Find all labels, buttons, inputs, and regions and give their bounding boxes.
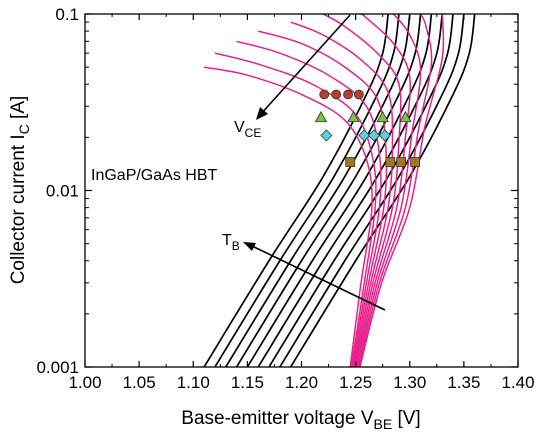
black-curve-2 — [214, 14, 400, 367]
y-axis-title-main: Collector current I — [8, 134, 29, 284]
diamond-marker-4 — [378, 129, 391, 142]
tb-sub: B — [232, 239, 240, 253]
x-tick-label-4: 1.15 — [231, 373, 264, 392]
tb-label: TB — [222, 232, 240, 253]
x-tick-label-8: 1.35 — [447, 373, 480, 392]
magenta-curve-9 — [358, 14, 433, 367]
x-tick-label-2: 1.05 — [123, 373, 156, 392]
x-axis-title-main: Base-emitter voltage V — [181, 408, 374, 429]
y-tick-label-2: 0.01 — [46, 182, 79, 201]
black-curve-group — [203, 14, 476, 367]
x-tick-label-1: 1.00 — [68, 373, 101, 392]
black-curve-9 — [289, 14, 476, 367]
triangle-marker-2 — [347, 110, 360, 123]
y-axis: 0.001 0.01 0.1 — [36, 5, 518, 377]
marker-group — [314, 89, 421, 167]
y-axis-title: Collector current IC [A] — [8, 96, 32, 285]
magenta-curve-8 — [357, 14, 422, 367]
magenta-curve-10 — [359, 14, 445, 367]
magenta-curve-1 — [203, 66, 373, 367]
triangle-marker-1 — [314, 110, 328, 123]
black-curve-8 — [279, 14, 465, 367]
black-curve-6 — [257, 14, 444, 367]
x-tick-label-3: 1.10 — [177, 373, 210, 392]
y-tick-label-1: 0.001 — [36, 358, 79, 377]
black-curve-3 — [224, 14, 411, 367]
circle-marker-2 — [331, 89, 342, 100]
y-tick-label-3: 0.1 — [55, 5, 79, 24]
diamond-marker-2 — [358, 129, 371, 142]
device-label: InGaP/GaAs HBT — [91, 167, 217, 184]
x-tick-label-6: 1.25 — [339, 373, 372, 392]
square-marker-2 — [385, 157, 396, 167]
square-marker-1 — [345, 157, 356, 167]
x-axis-title: Base-emitter voltage VBE [V] — [181, 408, 420, 432]
y-axis-title-unit: [A] — [8, 96, 29, 125]
triangle-marker-4 — [399, 110, 412, 123]
black-curve-4 — [235, 14, 422, 367]
x-axis: 1.00 1.05 1.10 1.15 1.20 1.25 1.30 1.35 1.40 — [68, 14, 535, 392]
vce-label: VCE — [234, 119, 261, 140]
black-curve-7 — [268, 14, 454, 367]
magenta-curve-3 — [236, 40, 382, 367]
tb-main: T — [222, 232, 232, 249]
x-axis-title-unit: [V] — [392, 408, 421, 429]
x-tick-label-9: 1.40 — [501, 373, 534, 392]
tb-arrow — [243, 242, 386, 311]
diamond-marker-1 — [320, 129, 333, 142]
square-marker-4 — [410, 157, 421, 167]
y-axis-title-sub: C — [16, 124, 32, 134]
triangle-marker-3 — [376, 110, 389, 123]
black-curve-1 — [203, 14, 389, 367]
circle-marker-1 — [319, 89, 330, 100]
diamond-marker-3 — [367, 129, 381, 142]
x-tick-label-7: 1.30 — [393, 373, 426, 392]
x-axis-title-sub: BE — [374, 416, 393, 432]
circle-marker-3 — [343, 89, 353, 100]
circle-marker-4 — [353, 89, 364, 100]
vce-main: V — [234, 119, 245, 136]
magenta-curve-6 — [322, 14, 402, 367]
x-tick-label-5: 1.20 — [285, 373, 318, 392]
magenta-curve-2 — [214, 52, 377, 367]
vce-arrow — [256, 14, 351, 120]
vce-sub: CE — [245, 126, 262, 140]
square-marker-3 — [396, 157, 406, 167]
